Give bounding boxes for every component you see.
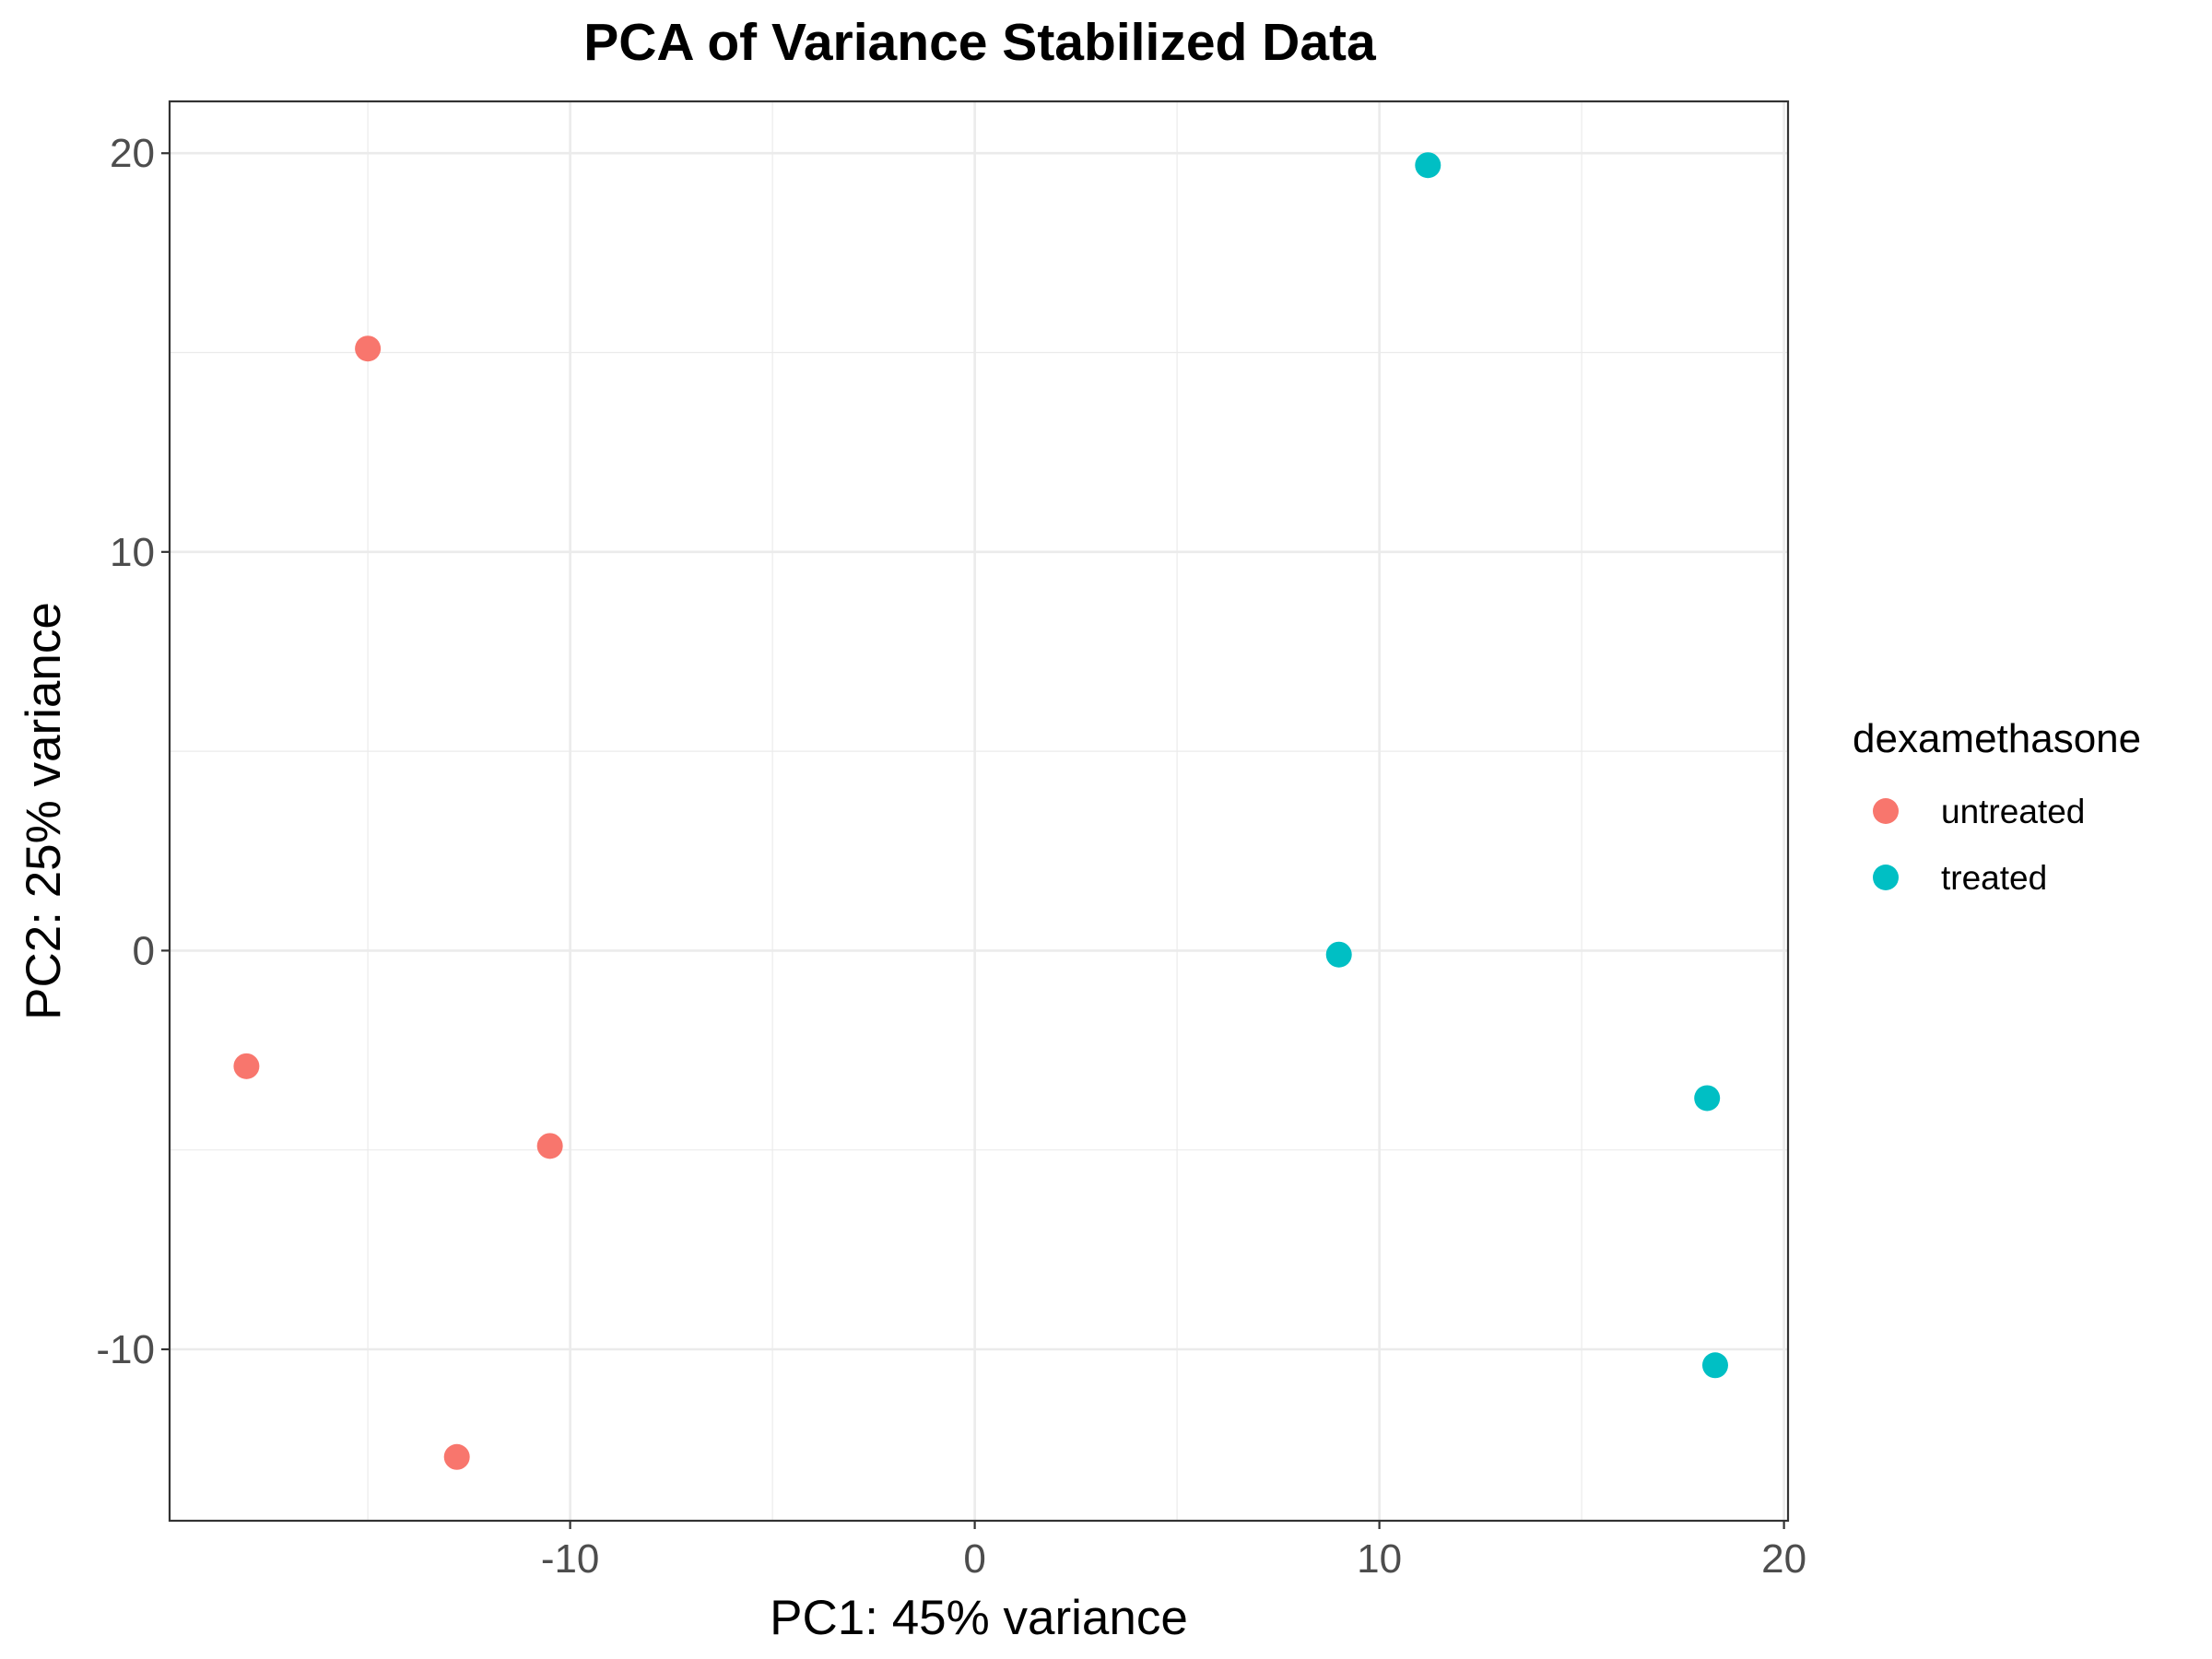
y-tick-label: 0 [133,928,155,973]
data-point-treated [1325,941,1352,968]
minor-gridlines [170,101,1788,1521]
x-tick-label: 0 [963,1536,985,1582]
x-tick-label: 10 [1357,1536,1402,1582]
data-point-untreated [536,1133,563,1159]
plot-panel-border [168,100,1790,1523]
y-tick-label: -10 [96,1327,155,1372]
legend-key-treated [1873,865,1899,890]
legend-label-untreated: untreated [1941,793,2085,830]
legend-items: untreated treated [1873,793,2085,897]
data-point-untreated [355,335,382,362]
plot-panel-background [170,101,1788,1521]
y-axis-title: PC2: 25% variance [17,602,71,1020]
data-point-treated [1701,1352,1728,1379]
x-tick-label: 20 [1761,1536,1806,1582]
data-point-untreated [233,1053,260,1079]
data-point-treated [1694,1085,1721,1112]
x-tick-label: -10 [541,1536,600,1582]
y-axis-ticks: -10 0 10 20 [96,131,170,1372]
data-points [233,152,1728,1470]
x-axis-title: PC1: 45% variance [770,1591,1188,1645]
major-gridlines [170,101,1788,1521]
data-point-treated [1415,152,1441,179]
data-point-untreated [443,1443,470,1470]
y-tick-label: 20 [110,131,155,176]
legend-key-untreated [1873,798,1899,824]
y-tick-label: 10 [110,530,155,575]
x-axis-ticks: -10 0 10 20 [541,1521,1806,1582]
legend-label-treated: treated [1941,859,2047,897]
legend-title: dexamethasone [1853,716,2141,761]
chart-title: PCA of Variance Stabilized Data [583,13,1377,72]
legend: dexamethasone untreated treated [1853,716,2141,897]
